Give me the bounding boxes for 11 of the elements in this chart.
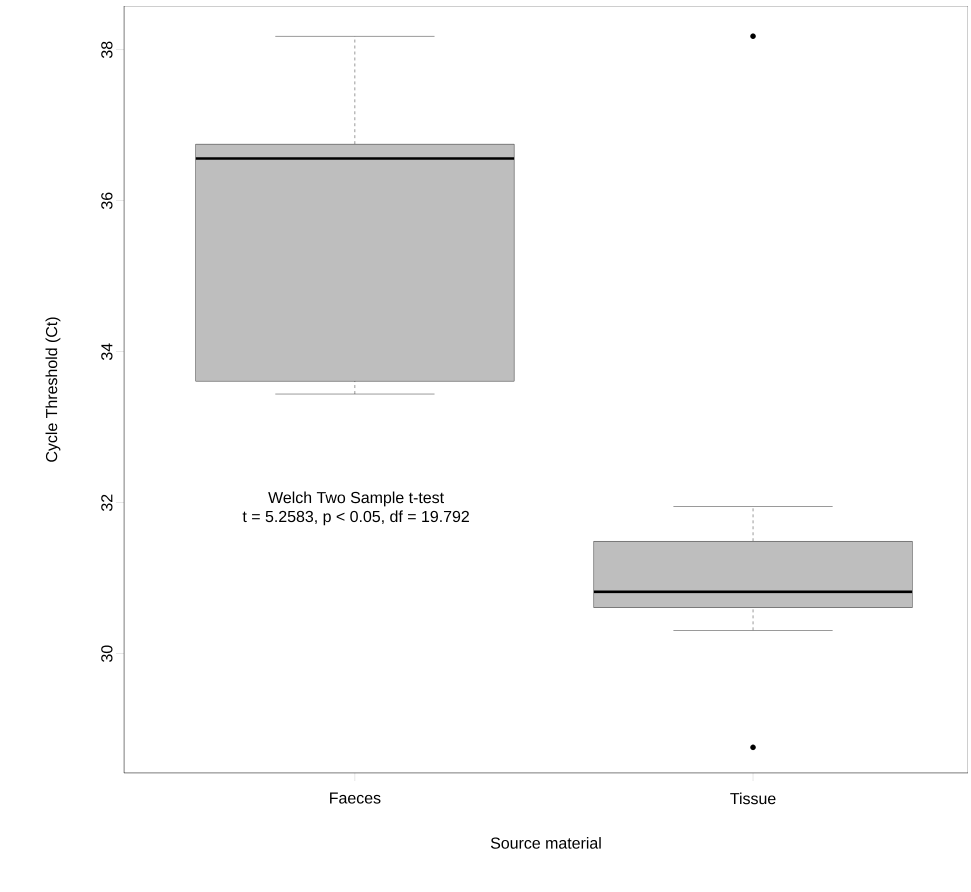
y-tick-label: 34 (101, 343, 112, 360)
x-axis-title: Source material (490, 837, 601, 849)
annotation: Welch Two Sample t-test (268, 491, 444, 506)
y-tick-label: 36 (101, 192, 112, 210)
y-axis-title: Cycle Threshold (Ct) (46, 317, 60, 462)
y-tick-label: 32 (101, 494, 112, 511)
y-tick-label: 30 (101, 645, 112, 662)
x-tick-label: Faeces (330, 792, 380, 804)
annotation: t = 5.2583, p < 0.05, df = 19.792 (242, 510, 469, 526)
x-tick-label: Tissue (730, 792, 776, 804)
y-tick-label: 38 (101, 42, 112, 58)
